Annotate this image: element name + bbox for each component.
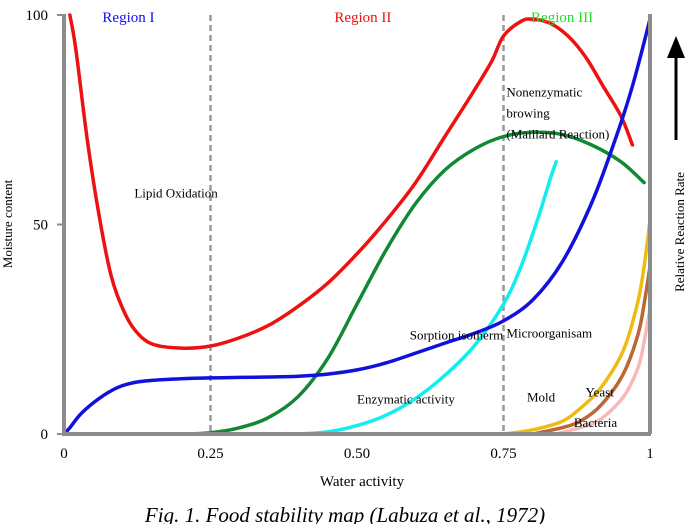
annotation-layer: Lipid Oxidation Nonenzymatic browing (Maill…: [134, 85, 617, 430]
bacteria-line: [554, 306, 652, 436]
region-label-region-i: Region I: [102, 10, 154, 26]
yeast-line: [531, 264, 652, 436]
x-axis-label: Water activity: [320, 474, 405, 490]
annotation-maillard-reaction: (Maillard Reaction): [506, 127, 609, 142]
figure-caption: Fig. 1. Food stability map (Labuza et al…: [144, 503, 545, 524]
annotation-mold: Mold: [527, 389, 556, 404]
mold-line: [501, 218, 652, 436]
y-tick-label: 100: [26, 8, 49, 24]
annotation-enzymatic-activity: Enzymatic activity: [357, 391, 455, 406]
annotation-yeast: Yeast: [586, 384, 615, 399]
x-tick-label: 0.75: [490, 446, 516, 462]
y2-axis-label: Relative Reaction Rate: [672, 172, 687, 292]
x-tick-label: 1: [646, 446, 654, 462]
sorption-isotherm-line: [62, 17, 652, 436]
x-tick-label: 0.25: [197, 446, 223, 462]
annotation-nonenzymatic: Nonenzymatic: [506, 85, 582, 100]
lipid-oxidation-line: [68, 13, 635, 350]
annotation-microorganisam: Microorganisam: [506, 326, 592, 341]
annotation-browing: browing: [506, 106, 550, 121]
microorganisam-line: [296, 159, 558, 436]
series-layer: [62, 13, 652, 436]
annotation-lipid-oxidation: Lipid Oxidation: [134, 185, 218, 200]
y-tick-label: 50: [33, 218, 48, 234]
reaction-rate-arrow: [667, 36, 685, 140]
enzymatic-activity-line: [179, 130, 646, 436]
annotation-sorption-isotherm: Sorption isotherm: [410, 328, 504, 343]
y-axis-label: Moisture content: [0, 179, 15, 268]
region-label-region-iii: Region III: [531, 10, 593, 26]
tick-layer: 0 0.25 0.50 0.75 1 0 50 100: [26, 8, 654, 462]
x-tick-label: 0: [60, 446, 68, 462]
region-label-layer: Region I Region II Region III: [102, 10, 593, 26]
annotation-bacteria: Bacteria: [574, 415, 618, 430]
x-tick-label: 0.50: [344, 446, 370, 462]
y-tick-label: 0: [41, 427, 49, 443]
region-label-region-ii: Region II: [334, 10, 391, 26]
